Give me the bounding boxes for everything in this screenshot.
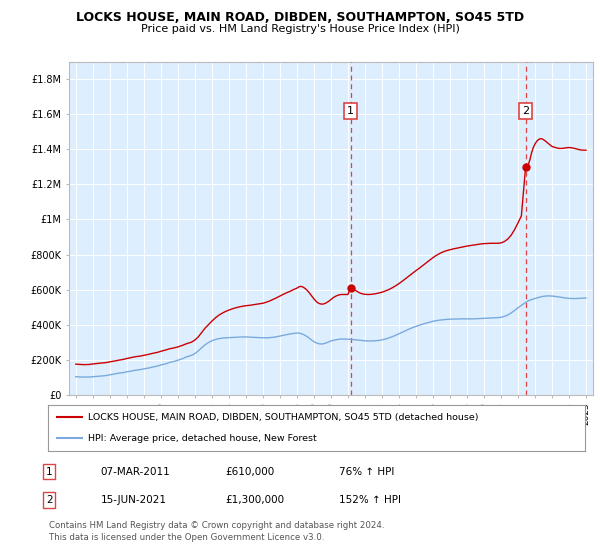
Text: 1: 1 [46,466,53,477]
Text: 2: 2 [522,106,529,116]
Text: Contains HM Land Registry data © Crown copyright and database right 2024.: Contains HM Land Registry data © Crown c… [49,521,385,530]
Text: 15-JUN-2021: 15-JUN-2021 [101,495,167,505]
Text: 1: 1 [347,106,354,116]
Text: HPI: Average price, detached house, New Forest: HPI: Average price, detached house, New … [88,434,317,443]
Text: Price paid vs. HM Land Registry's House Price Index (HPI): Price paid vs. HM Land Registry's House … [140,24,460,34]
Text: 07-MAR-2011: 07-MAR-2011 [101,466,170,477]
Text: 152% ↑ HPI: 152% ↑ HPI [339,495,401,505]
Text: This data is licensed under the Open Government Licence v3.0.: This data is licensed under the Open Gov… [49,533,325,542]
Text: £1,300,000: £1,300,000 [225,495,284,505]
Text: £610,000: £610,000 [225,466,274,477]
Text: LOCKS HOUSE, MAIN ROAD, DIBDEN, SOUTHAMPTON, SO45 5TD (detached house): LOCKS HOUSE, MAIN ROAD, DIBDEN, SOUTHAMP… [88,413,479,422]
Text: LOCKS HOUSE, MAIN ROAD, DIBDEN, SOUTHAMPTON, SO45 5TD: LOCKS HOUSE, MAIN ROAD, DIBDEN, SOUTHAMP… [76,11,524,24]
Text: 76% ↑ HPI: 76% ↑ HPI [339,466,394,477]
Text: 2: 2 [46,495,53,505]
